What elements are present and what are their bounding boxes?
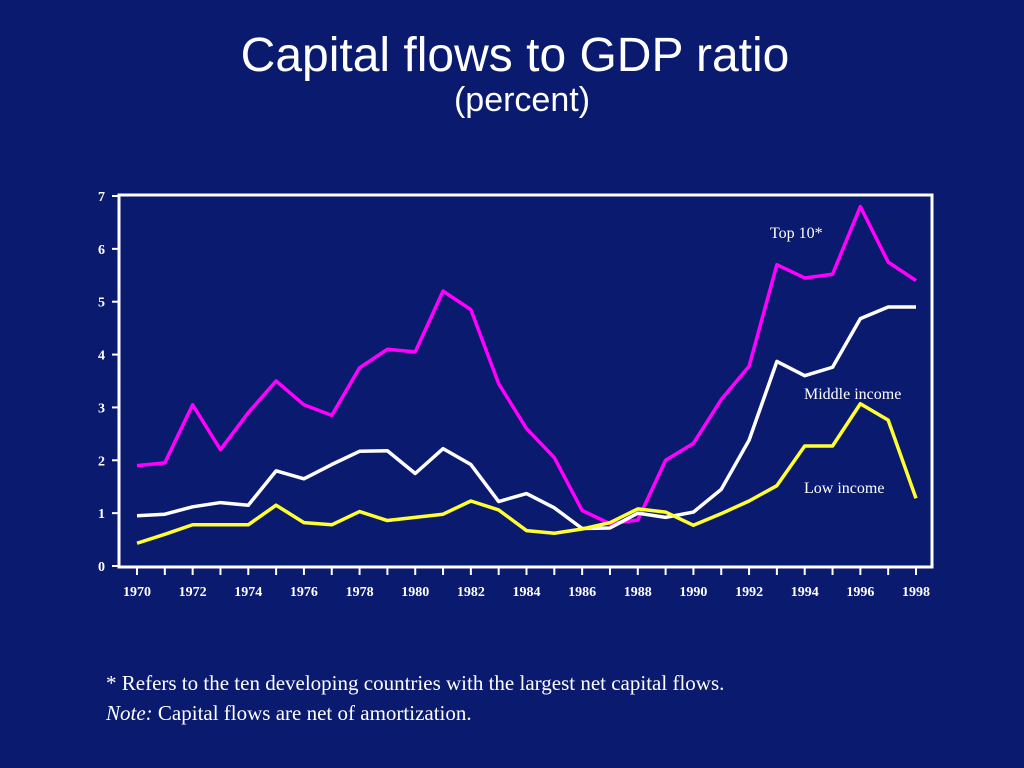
x-tick-label: 1988 [624,585,652,600]
x-tick-label: 1984 [513,585,541,600]
x-axis: 1970 1972 1974 1976 1978 1980 1982 1984 1986 1988… [123,567,930,600]
y-axis: 0 1 2 3 4 5 6 7 [98,190,119,575]
slide-title: Capital flows to GDP ratio [240,29,790,82]
note-line: Note: Capital flows are net of amortizat… [106,698,1006,728]
x-tick-label: 1994 [791,585,819,600]
series-label-low-income: Low income [804,480,884,497]
x-tick-label: 1998 [902,585,930,600]
series-label-middle-income: Middle income [804,386,901,403]
y-tick-label: 7 [98,190,105,205]
x-tick-label: 1978 [346,585,374,600]
series-lines [136,204,918,545]
series-label-top10: Top 10* [770,225,823,242]
series-line-low-income [136,401,918,545]
y-tick-label: 1 [98,507,105,522]
x-tick-label: 1970 [123,585,151,600]
x-tick-label: 1982 [457,585,485,600]
footnote-text: * Refers to the ten developing countries… [106,671,725,695]
footnote: * Refers to the ten developing countries… [106,668,1006,728]
y-tick-label: 3 [98,401,105,416]
x-tick-label: 1990 [679,585,707,600]
x-tick-label: 1986 [568,585,596,600]
y-tick-label: 6 [98,243,105,258]
slide-subtitle: (percent) [453,81,591,119]
x-tick-label: 1976 [290,585,318,600]
x-tick-label: 1992 [735,585,763,600]
x-tick-label: 1980 [401,585,429,600]
plot-area-frame [117,193,934,569]
y-tick-label: 5 [98,296,105,311]
x-tick-label: 1972 [179,585,207,600]
x-tick-label: 1974 [234,585,262,600]
series-line-top-10 [136,204,917,526]
note-text: Capital flows are net of amortization. [152,701,472,725]
y-tick-label: 0 [98,560,105,575]
x-tick-label: 1996 [846,585,874,600]
series-line-middle-income [136,305,916,531]
note-label: Note: [106,701,153,725]
y-tick-label: 4 [98,349,105,364]
y-tick-label: 2 [98,454,105,469]
